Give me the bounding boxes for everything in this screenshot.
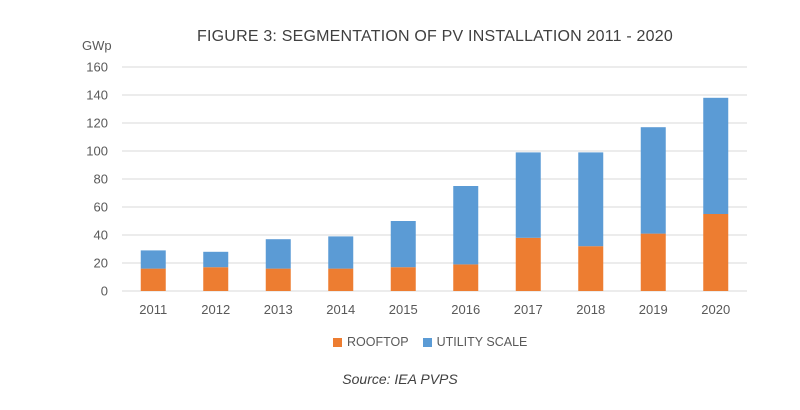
legend-item-rooftop: ROOFTOP: [333, 335, 409, 349]
x-tick-label: 2015: [389, 302, 418, 317]
x-tick-label: 2013: [264, 302, 293, 317]
bar-utility-scale-2016: [453, 186, 479, 265]
x-tick-label: 2020: [701, 302, 730, 317]
bar-utility-scale-2012: [203, 251, 229, 268]
bar-utility-scale-2013: [265, 239, 291, 269]
bar-utility-scale-2020: [703, 97, 729, 214]
bar-rooftop-2011: [140, 268, 166, 291]
legend-label-rooftop: ROOFTOP: [347, 335, 409, 349]
y-tick-label: 0: [101, 284, 108, 299]
x-tick-label: 2016: [451, 302, 480, 317]
bar-utility-scale-2015: [390, 221, 416, 268]
bar-utility-scale-2019: [640, 127, 666, 234]
bar-rooftop-2016: [453, 264, 479, 291]
legend-label-utility-scale: UTILITY SCALE: [436, 335, 528, 349]
bar-utility-scale-2017: [515, 152, 541, 238]
x-tick-label: 2017: [514, 302, 543, 317]
legend-swatch-rooftop: [333, 337, 342, 347]
legend-swatch-utility-scale: [422, 337, 432, 347]
x-tick-label: 2019: [639, 302, 668, 317]
y-tick-label: 100: [86, 144, 108, 159]
bar-rooftop-2014: [328, 268, 354, 291]
bar-utility-scale-2018: [578, 152, 604, 247]
y-tick-label: 60: [94, 200, 108, 215]
x-tick-label: 2018: [576, 302, 605, 317]
y-tick-label: 40: [94, 228, 108, 243]
bar-utility-scale-2011: [140, 250, 166, 269]
source-note: Source: IEA PVPS: [342, 371, 458, 387]
y-tick-label: 160: [86, 60, 108, 75]
legend-item-utility-scale: UTILITY SCALE: [422, 335, 528, 349]
bar-rooftop-2017: [515, 237, 541, 291]
legend: ROOFTOP UTILITY SCALE: [333, 335, 527, 349]
bar-rooftop-2015: [390, 267, 416, 291]
x-tick-label: 2012: [201, 302, 230, 317]
y-tick-label: 140: [86, 88, 108, 103]
y-axis-unit-label: GWp: [82, 38, 112, 53]
y-tick-label: 120: [86, 116, 108, 131]
bar-rooftop-2020: [703, 214, 729, 291]
x-tick-label: 2011: [139, 302, 167, 317]
bar-utility-scale-2014: [328, 236, 354, 269]
x-tick-label: 2014: [326, 302, 355, 317]
bar-rooftop-2018: [578, 246, 604, 291]
bar-rooftop-2019: [640, 233, 666, 291]
y-tick-label: 80: [94, 172, 108, 187]
bar-rooftop-2012: [203, 267, 229, 291]
chart-title: FIGURE 3: SEGMENTATION OF PV INSTALLATIO…: [197, 28, 673, 45]
bar-rooftop-2013: [265, 268, 291, 291]
y-tick-label: 20: [94, 256, 108, 271]
